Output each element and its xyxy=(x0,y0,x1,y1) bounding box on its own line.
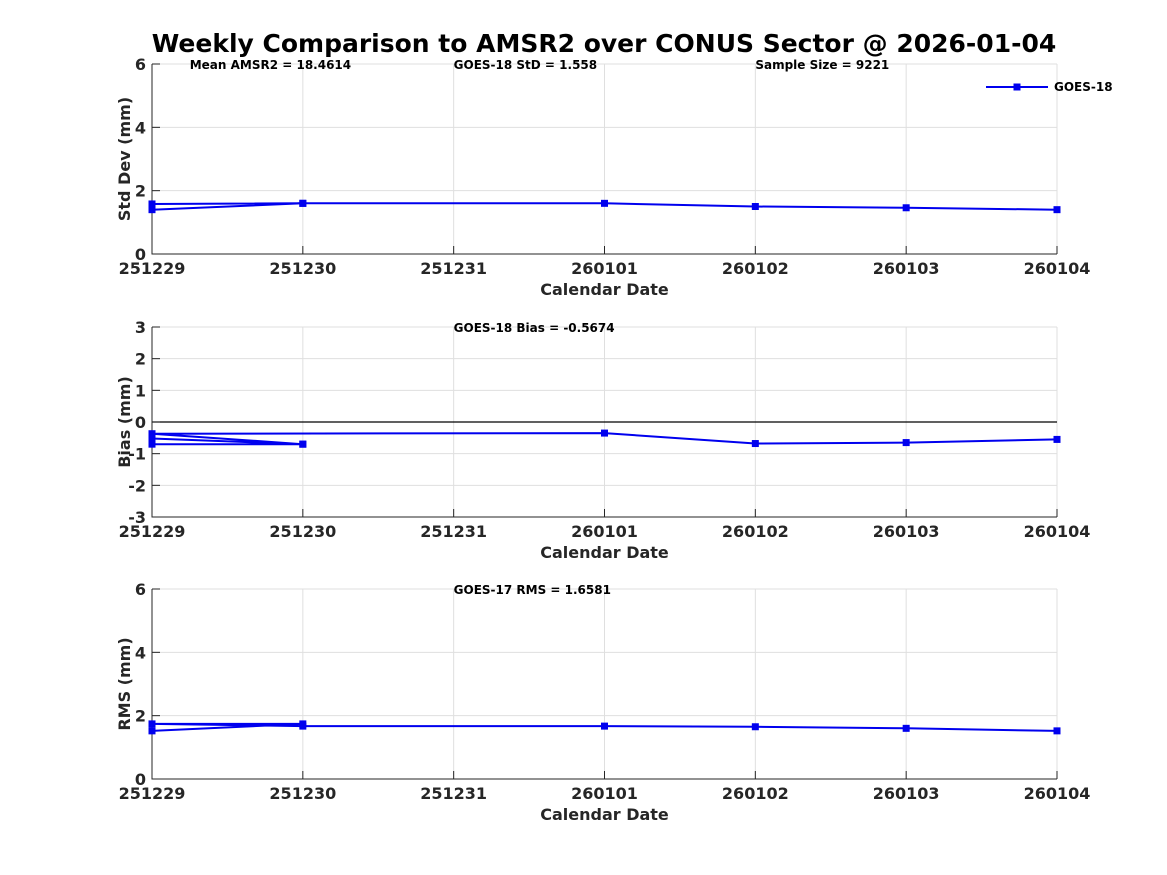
y-tick-label: 2 xyxy=(135,707,146,726)
std-dev-panel: 251229 251230 251231 260101 260102 260103 2601… xyxy=(115,55,1090,299)
y-tick-label: -1 xyxy=(128,445,146,464)
y-tick-label: 3 xyxy=(135,318,146,337)
annotation-bias_value: GOES-18 Bias = -0.5674 xyxy=(454,321,615,335)
legend-marker xyxy=(1013,83,1021,91)
x-tick-label: 260104 xyxy=(1024,784,1091,803)
data-point xyxy=(299,440,307,448)
y-axis-label: Bias (mm) xyxy=(115,376,134,468)
x-axis-label: Calendar Date xyxy=(540,543,669,562)
data-point xyxy=(601,199,608,207)
data-point xyxy=(148,206,156,214)
y-tick-label: 6 xyxy=(135,580,146,599)
x-axis-label: Calendar Date xyxy=(540,805,669,824)
data-point xyxy=(601,429,608,437)
x-tick-label: 260101 xyxy=(571,259,638,278)
y-tick-label: 0 xyxy=(135,413,146,432)
x-tick-label: 260101 xyxy=(571,522,638,541)
data-point xyxy=(148,440,156,448)
x-tick-label: 260102 xyxy=(722,522,789,541)
x-tick-label: 251229 xyxy=(119,259,186,278)
data-point xyxy=(902,204,910,212)
x-tick-label: 260103 xyxy=(873,522,940,541)
bias-panel: 251229 251230 251231 260101 260102 260103 2601… xyxy=(115,318,1090,562)
data-point xyxy=(751,440,759,448)
x-tick-label: 251231 xyxy=(420,259,487,278)
series-line xyxy=(151,202,1058,211)
data-point xyxy=(1053,206,1061,214)
annotation-rms_value: GOES-17 RMS = 1.6581 xyxy=(454,583,611,597)
x-tick-label: 260101 xyxy=(571,784,638,803)
data-point xyxy=(148,727,156,735)
x-axis-label: Calendar Date xyxy=(540,280,669,299)
y-tick-label: 4 xyxy=(135,118,146,137)
y-tick-label: -3 xyxy=(128,508,146,527)
annotation-sample_size: Sample Size = 9221 xyxy=(755,58,889,72)
figure-title: Weekly Comparison to AMSR2 over CONUS Se… xyxy=(152,29,1057,58)
y-axis-label: Std Dev (mm) xyxy=(115,97,134,221)
data-point xyxy=(148,200,156,208)
y-tick-label: 2 xyxy=(135,182,146,201)
data-point xyxy=(1053,435,1061,443)
x-tick-label: 260103 xyxy=(873,259,940,278)
data-point xyxy=(902,724,910,732)
legend: GOES-18 xyxy=(986,80,1113,94)
x-tick-label: 251230 xyxy=(269,522,336,541)
data-point xyxy=(299,722,307,730)
data-point xyxy=(601,722,608,730)
data-point xyxy=(1053,727,1061,735)
x-tick-label: 251231 xyxy=(420,522,487,541)
x-tick-label: 260104 xyxy=(1024,259,1091,278)
y-tick-label: 6 xyxy=(135,55,146,74)
x-tick-label: 260104 xyxy=(1024,522,1091,541)
annotation-std_value: GOES-18 StD = 1.558 xyxy=(454,58,597,72)
y-tick-label: 0 xyxy=(135,245,146,264)
data-point xyxy=(902,439,910,447)
data-point xyxy=(148,720,156,728)
y-tick-label: 4 xyxy=(135,643,146,662)
x-tick-label: 251229 xyxy=(119,522,186,541)
rms-panel: 251229 251230 251231 260101 260102 260103 2601… xyxy=(115,580,1090,824)
y-axis-label: RMS (mm) xyxy=(115,637,134,730)
y-tick-label: 0 xyxy=(135,770,146,789)
x-tick-label: 251230 xyxy=(269,784,336,803)
data-point xyxy=(148,430,156,438)
x-tick-label: 260102 xyxy=(722,784,789,803)
annotation-mean_amsr2: Mean AMSR2 = 18.4614 xyxy=(190,58,351,72)
legend-label: GOES-18 xyxy=(1054,80,1113,94)
x-tick-label: 251231 xyxy=(420,784,487,803)
x-tick-label: 251229 xyxy=(119,784,186,803)
data-point xyxy=(299,199,307,207)
data-point xyxy=(751,203,759,210)
y-tick-label: -2 xyxy=(128,476,146,495)
data-point xyxy=(751,723,759,731)
y-tick-label: 1 xyxy=(135,381,146,400)
x-tick-label: 260102 xyxy=(722,259,789,278)
y-tick-label: 2 xyxy=(135,350,146,369)
series-line xyxy=(151,722,1058,732)
x-tick-label: 251230 xyxy=(269,259,336,278)
x-tick-label: 260103 xyxy=(873,784,940,803)
